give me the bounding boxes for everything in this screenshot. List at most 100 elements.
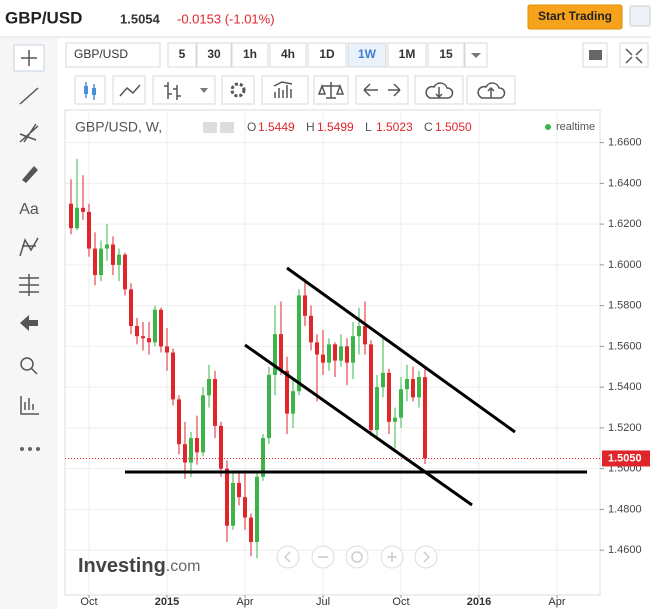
watermark-main: Investing: [78, 555, 166, 577]
grid: 1.6600 1.6400 1.6200 1.6000 1.5800 1.5600 1.54…: [65, 110, 642, 608]
measure-icon[interactable]: [20, 396, 39, 415]
candle-body: [218, 425, 223, 469]
compare-button[interactable]: [313, 75, 349, 105]
interval-label[interactable]: 4h: [281, 47, 295, 61]
nav-reset[interactable]: [345, 545, 369, 569]
scale-icon: [317, 82, 345, 99]
interval-label[interactable]: 30: [207, 47, 221, 61]
candle-body: [344, 346, 349, 363]
brush-icon[interactable]: [22, 166, 38, 183]
gear-icon: [230, 82, 246, 98]
ohlc-key: C: [424, 120, 433, 134]
indicators-icon: [273, 81, 293, 98]
candle-body: [140, 336, 145, 339]
interval-label[interactable]: 15: [439, 47, 453, 61]
candle-body: [194, 438, 199, 453]
indicators-button[interactable]: [261, 75, 309, 105]
interval-button[interactable]: [269, 42, 307, 68]
zoom-icon[interactable]: [20, 357, 34, 371]
interval-button[interactable]: [427, 42, 465, 68]
undo-redo-button[interactable]: [355, 75, 409, 105]
interval-button[interactable]: [347, 42, 387, 68]
settings-button[interactable]: [221, 75, 255, 105]
y-tick-label: 1.6400: [608, 177, 642, 189]
interval-button[interactable]: [231, 42, 269, 68]
nav-right[interactable]: [414, 545, 438, 569]
trendline-icon[interactable]: [19, 87, 39, 105]
realtime-label: realtime: [556, 121, 595, 133]
ohlc-key: L: [365, 120, 372, 134]
candle-body: [128, 289, 133, 327]
interval-label[interactable]: 5: [179, 47, 186, 61]
candle-body: [422, 377, 427, 459]
undo-redo-icon: [363, 83, 401, 97]
interval-label[interactable]: 1M: [399, 47, 416, 61]
chart-title: GBP/USD, W,: [75, 119, 162, 135]
fork-icon[interactable]: [19, 123, 39, 143]
cloud-up-icon: [477, 82, 506, 99]
price-tag-label: 1.5050: [608, 452, 642, 464]
legend-icon[interactable]: [220, 122, 234, 133]
interval-button[interactable]: [167, 42, 197, 68]
camera-icon: [589, 50, 602, 60]
candle-body: [182, 444, 187, 463]
candle-body: [254, 476, 259, 543]
plot-area: [64, 109, 601, 596]
symbol-input[interactable]: [65, 42, 161, 68]
x-tick-label: Oct: [80, 596, 97, 608]
nav-left[interactable]: [276, 545, 300, 569]
candle-body: [68, 203, 73, 229]
interval-button[interactable]: [307, 42, 347, 68]
start-trading-label[interactable]: Start Trading: [538, 9, 612, 23]
candle-body: [284, 370, 289, 414]
text-tool[interactable]: Aa: [19, 201, 39, 218]
x-tick-label: 2015: [155, 596, 179, 608]
candle-icon-body: [92, 88, 96, 95]
candle-body: [248, 517, 253, 543]
candle-body: [188, 438, 193, 463]
trend-lines: [125, 266, 587, 507]
candle-body: [116, 254, 121, 265]
x-tick-label: 2016: [467, 596, 491, 608]
symbol-input-text: GBP/USD: [74, 47, 128, 61]
start-trading-button[interactable]: [527, 4, 623, 30]
candle-body: [86, 211, 91, 249]
symbol: GBP/USD: [5, 8, 82, 27]
portfolio-icon[interactable]: [629, 5, 651, 27]
candle-body: [410, 378, 415, 398]
change: -0.0153 (-1.01%): [177, 11, 275, 26]
candle-body: [212, 378, 217, 426]
ohlc-value: 1.5449: [258, 120, 295, 134]
interval-label[interactable]: 1h: [243, 47, 257, 61]
candle-body: [362, 326, 367, 345]
crosshair-icon: [21, 50, 37, 66]
legend-icon[interactable]: [203, 122, 217, 133]
area-icon: [119, 84, 141, 97]
ohlc-key: O: [247, 120, 256, 134]
fullscreen-button[interactable]: [619, 42, 649, 68]
fib-icon[interactable]: [19, 274, 39, 296]
candle-body: [326, 344, 331, 363]
interval-label[interactable]: 1D: [319, 47, 335, 61]
back-icon[interactable]: [20, 315, 38, 331]
interval-label[interactable]: 1W: [358, 47, 377, 61]
y-tick-label: 1.5400: [608, 381, 642, 393]
interval-button[interactable]: [387, 42, 427, 68]
x-tick-label: Oct: [392, 596, 409, 608]
ohlc-value: 1.5499: [317, 120, 354, 134]
load-button[interactable]: [466, 75, 516, 105]
candle-body: [302, 295, 307, 316]
candle-body: [104, 244, 109, 249]
candle-body: [356, 326, 361, 337]
interval-button[interactable]: [196, 42, 232, 68]
trend-line: [244, 343, 473, 507]
candle-body: [74, 207, 79, 229]
chart-type-button[interactable]: [74, 75, 106, 105]
interval-buttons: 5 30 1h 4h 1D 1W 1M 15: [167, 42, 465, 68]
candle-body: [122, 254, 127, 290]
pattern-icon[interactable]: [19, 237, 39, 257]
navigation: [276, 545, 438, 569]
candle-body: [176, 399, 181, 445]
more-icon[interactable]: [20, 447, 40, 451]
